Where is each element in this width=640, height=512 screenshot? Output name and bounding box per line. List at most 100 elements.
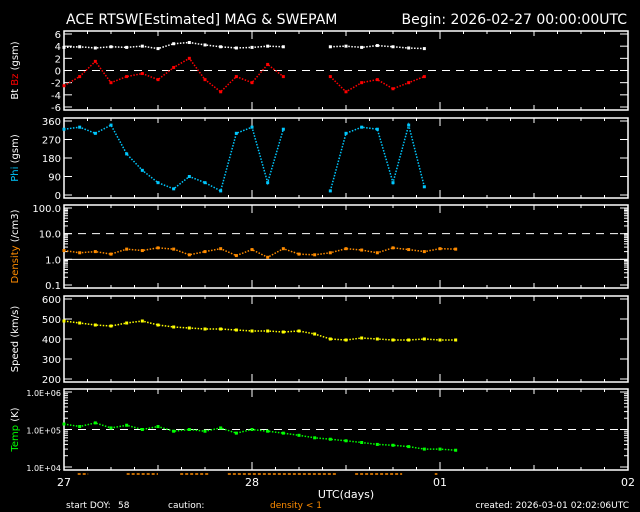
y-tick-label: 4 <box>55 42 61 53</box>
data-point-phi <box>281 127 285 131</box>
y-tick-label: 1.0E+05 <box>26 427 61 436</box>
y-tick-label: 0.1 <box>45 281 61 292</box>
y-axis-label-part: (K) <box>10 407 21 425</box>
panel-0: 642 0-2-4-6 Bt Bz (gsm) <box>10 30 629 114</box>
panel-4: 1.0E+06 1.0E+05 1.0E+04 Temp (K) <box>10 388 629 473</box>
data-point-bt <box>125 45 129 49</box>
series-line-bz <box>329 75 425 93</box>
series-line-density <box>63 247 456 259</box>
y-tick-label: 360 <box>42 117 61 128</box>
data-point-speed <box>297 329 301 333</box>
panel-3: 600 500 400 300 200 Speed (km/s) <box>10 295 629 386</box>
y-axis-label-part: (gsm) <box>10 134 21 166</box>
y-tick-label: 270 <box>42 136 61 147</box>
y-tick-label: 0 <box>55 67 61 78</box>
start-doy-value: 58 <box>118 501 130 511</box>
series-bt <box>62 41 426 51</box>
y-axis-label: Speed (km/s) <box>10 306 21 373</box>
data-point-phi <box>219 189 223 193</box>
data-point-phi <box>203 181 207 185</box>
data-point-speed <box>391 338 395 342</box>
y-tick-label: 600 <box>42 295 61 306</box>
data-point-density <box>93 250 97 254</box>
data-point-density <box>454 247 458 251</box>
series-line-bz <box>63 57 284 93</box>
x-tick-label: 01 <box>433 476 447 489</box>
y-axis-label-part: (km/s) <box>10 306 21 341</box>
data-point-speed <box>109 324 113 328</box>
data-point-speed <box>172 325 176 329</box>
data-point-phi <box>125 152 129 156</box>
data-point-phi <box>344 131 348 135</box>
y-tick-label: 180 <box>42 154 61 165</box>
data-point-bz <box>156 78 160 82</box>
y-tick-label: 1.0 <box>45 255 61 266</box>
panel-frame <box>63 117 629 199</box>
y-tick-label: 500 <box>42 315 61 326</box>
data-point-density <box>140 249 144 253</box>
data-point-temp <box>172 429 176 433</box>
data-point-density <box>250 248 254 252</box>
panel-2: 100.0 10.0 1.0 0.1 Density (/cm3) <box>10 204 629 292</box>
caution-label: caution: <box>168 501 204 511</box>
data-point-temp <box>93 421 97 425</box>
y-tick-label: 10.0 <box>39 230 61 241</box>
data-point-temp <box>391 443 395 447</box>
series-line-temp <box>63 422 456 451</box>
x-tick-label: 27 <box>57 476 71 489</box>
data-point-density <box>187 253 191 257</box>
panel-1: 360 270 180 90 0 Phi (gsm) <box>10 117 629 202</box>
y-axis-label: Phi (gsm) <box>10 134 21 182</box>
data-point-density <box>297 252 301 256</box>
start-doy-label: start DOY: <box>66 501 111 511</box>
data-point-bz <box>422 75 426 79</box>
data-point-temp <box>407 445 411 449</box>
data-point-temp <box>140 428 144 431</box>
series-speed <box>62 319 458 342</box>
data-point-density <box>109 252 113 256</box>
data-point-bz <box>391 87 395 91</box>
y-tick-label: 1.0E+06 <box>26 389 61 398</box>
y-tick-label: 200 <box>42 375 61 386</box>
chart-title: ACE RTSW[Estimated] MAG & SWEPAM <box>66 12 337 28</box>
data-point-phi <box>234 131 238 135</box>
x-tick-label: 02 <box>621 476 635 489</box>
y-axis-label-part: (gsm) <box>10 41 21 73</box>
data-point-phi <box>375 127 379 131</box>
y-axis-label: Bt Bz (gsm) <box>10 41 21 99</box>
data-point-speed <box>219 327 223 331</box>
data-point-phi <box>93 131 97 135</box>
y-tick-label: 0 <box>55 191 61 202</box>
series-line-phi <box>63 124 285 192</box>
series-density <box>62 246 458 259</box>
data-point-speed <box>328 337 332 341</box>
data-point-speed <box>281 330 285 334</box>
y-tick-label: 300 <box>42 355 61 366</box>
data-point-density <box>234 254 238 258</box>
y-axis-label: Temp (K) <box>10 407 21 452</box>
data-point-temp <box>281 431 285 435</box>
data-point-bt <box>391 45 395 49</box>
y-tick-label: 90 <box>48 173 61 184</box>
y-axis-label-part: Bz <box>10 74 21 89</box>
series-line-bt <box>330 44 425 50</box>
data-point-bz <box>62 84 66 88</box>
data-point-phi <box>156 181 160 185</box>
data-point-bt <box>375 44 379 48</box>
y-axis-label-part: Temp <box>10 425 21 453</box>
y-axis-label: Density (/cm3) <box>10 209 21 283</box>
series-line-phi <box>329 122 426 192</box>
data-point-density <box>156 246 160 250</box>
y-axis-label-part: Phi <box>10 167 21 182</box>
series-line-speed <box>63 320 456 341</box>
data-point-temp <box>344 439 348 443</box>
data-point-speed <box>344 338 348 342</box>
y-tick-label: 400 <box>42 335 61 346</box>
y-tick-label: 6 <box>55 30 61 41</box>
y-axis-label-part: Density <box>10 245 21 283</box>
data-point-bz <box>266 62 270 66</box>
data-point-temp <box>234 431 238 435</box>
y-tick-label: 100.0 <box>32 204 61 215</box>
data-point-bt <box>234 46 238 50</box>
